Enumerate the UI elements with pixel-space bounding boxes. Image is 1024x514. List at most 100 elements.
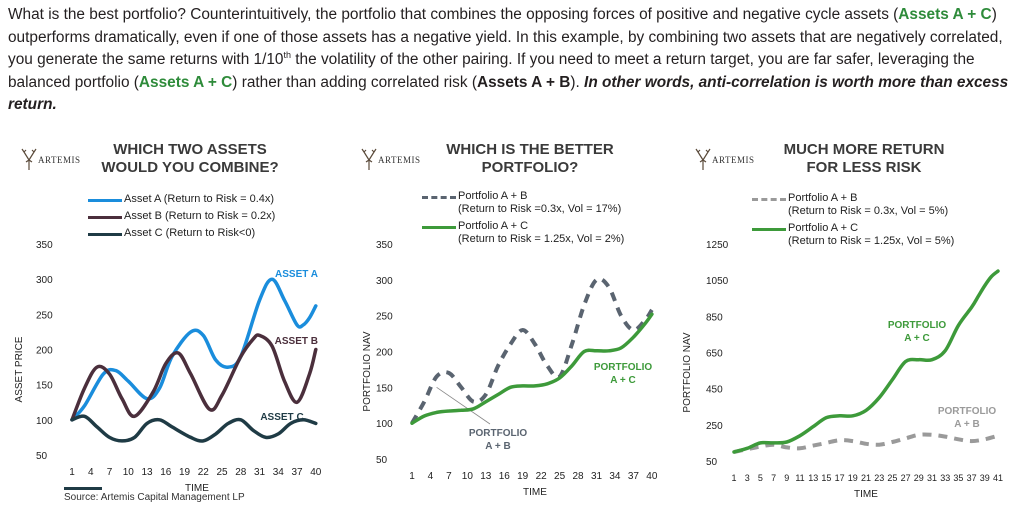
x-tick-label: 13	[141, 467, 153, 478]
chart-plot-2: 50 100 150 200 250 300 350 1 4 7 10 13 16 19 22 25 28 31 3…	[362, 240, 658, 498]
y-tick-label: 250	[36, 310, 53, 321]
x-tick-label: 25	[554, 471, 566, 482]
series-label: A + B	[485, 441, 510, 452]
chart-legend-1: Asset A (Return to Risk = 0.4x) Asset B …	[88, 193, 275, 244]
y-tick-label: 1050	[706, 276, 729, 287]
intro-italic: In other words, anti-correlation is wort…	[8, 73, 1009, 114]
x-axis-label: TIME	[523, 487, 547, 498]
x-tick-label: 7	[771, 473, 776, 483]
chart-plot-1: 50 100 150 200 250 300 350 1 4 7 10 13 16 19 22 25 28 31 3…	[14, 240, 322, 494]
y-axis-label: ASSET PRICE	[14, 336, 25, 402]
label-pointer	[436, 387, 491, 425]
legend-swatch	[88, 233, 122, 236]
chart-legend-3: Portfolio A + B (Return to Risk = 0.3x, V…	[752, 192, 954, 252]
legend-label: Portfolio A + B	[458, 190, 528, 202]
chart-title-1-line-2: WOULD YOU COMBINE?	[101, 159, 279, 176]
x-tick-label: 16	[160, 467, 172, 478]
intro-text-2: ) outperforms dramatically, even if one …	[8, 6, 1003, 68]
legend-label: Asset B (Return to Risk = 0.2x)	[124, 210, 276, 222]
legend-sub: (Return to Risk =0.3x, Vol = 17%)	[458, 203, 622, 215]
x-tick-label: 4	[428, 471, 434, 482]
intro-bold-3: Assets A + C	[138, 73, 233, 91]
x-tick-label: 13	[808, 473, 818, 483]
chart-panel-1: ARTEMIS WHICH TWO ASSETS WOULD YOU COMBI…	[0, 136, 340, 514]
artemis-logo: ARTEMIS	[694, 148, 754, 172]
y-axis-label: PORTFOLIO NAV	[682, 332, 693, 413]
intro-sup: th	[283, 49, 291, 60]
legend-label: Portfolio A + C	[458, 220, 529, 232]
y-axis-label: PORTFOLIO NAV	[362, 331, 373, 412]
x-tick-label: 37	[628, 471, 640, 482]
legend-item-portfolio-ac: Portfolio A + C (Return to Risk = 1.25x, …	[752, 222, 954, 248]
x-tick-label: 28	[572, 471, 584, 482]
x-tick-label: 31	[591, 471, 603, 482]
y-tick-label: 50	[376, 455, 388, 466]
x-tick-label: 3	[745, 473, 750, 483]
intro-bold-1: Assets A + C	[898, 6, 992, 23]
x-tick-label: 1	[69, 467, 75, 478]
x-tick-label: 27	[901, 473, 911, 483]
legend-item-asset-c: Asset C (Return to Risk<0)	[88, 227, 275, 240]
x-tick-label: 10	[123, 467, 135, 478]
artemis-logo: ARTEMIS	[20, 148, 80, 172]
x-tick-label: 16	[499, 471, 511, 482]
logo-text: ARTEMIS	[712, 155, 755, 165]
chart-title-1-line-1: WHICH TWO ASSETS	[113, 141, 267, 158]
source-rule	[64, 487, 102, 490]
legend-label: Portfolio A + C	[788, 222, 859, 234]
x-tick-label: 15	[821, 473, 831, 483]
legend-label: Asset A (Return to Risk = 0.4x)	[124, 193, 275, 205]
x-tick-label: 40	[646, 471, 658, 482]
x-tick-label: 22	[198, 467, 210, 478]
series-label: A + B	[954, 419, 979, 430]
legend-swatch	[88, 216, 122, 219]
x-tick-label: 10	[462, 471, 474, 482]
x-tick-label: 35	[953, 473, 963, 483]
logo-text: ARTEMIS	[38, 155, 81, 165]
x-tick-label: 31	[927, 473, 937, 483]
x-tick-label: 41	[993, 473, 1003, 483]
chart-title-2: WHICH IS THE BETTER PORTFOLIO?	[410, 141, 650, 177]
y-tick-label: 850	[706, 312, 723, 323]
stag-icon	[21, 148, 37, 170]
series-line	[410, 312, 654, 425]
x-tick-label: 25	[887, 473, 897, 483]
chart-title-2-line-1: WHICH IS THE BETTER	[446, 141, 614, 158]
x-tick-label: 39	[980, 473, 990, 483]
legend-item-portfolio-ab: Portfolio A + B (Return to Risk = 0.3x, V…	[752, 192, 954, 218]
legend-swatch	[88, 199, 122, 202]
x-tick-label: 7	[107, 467, 113, 478]
legend-item-portfolio-ac: Portfolio A + C (Return to Risk = 1.25x, …	[422, 220, 624, 246]
x-tick-label: 17	[835, 473, 845, 483]
series-line	[70, 333, 318, 422]
chart-legend-2: Portfolio A + B (Return to Risk =0.3x, Vo…	[422, 190, 624, 250]
x-tick-label: 23	[874, 473, 884, 483]
intro-bold-4: Assets A + B	[476, 73, 571, 91]
intro-text-5: ).	[570, 73, 585, 91]
y-tick-label: 50	[706, 457, 718, 468]
x-tick-label: 11	[795, 473, 804, 483]
x-tick-label: 28	[235, 467, 247, 478]
intro-paragraph: What is the best portfolio? Counterintui…	[8, 4, 1014, 117]
y-tick-label: 300	[36, 275, 53, 286]
x-tick-label: 1	[409, 471, 415, 482]
x-tick-label: 29	[914, 473, 924, 483]
legend-swatch	[422, 196, 456, 199]
x-tick-label: 25	[216, 467, 228, 478]
legend-swatch	[752, 198, 786, 201]
series-label: A + C	[904, 333, 929, 344]
y-tick-label: 100	[376, 419, 393, 430]
source-note: Source: Artemis Capital Management LP	[64, 492, 245, 503]
x-tick-label: 19	[517, 471, 529, 482]
y-tick-label: 650	[706, 349, 723, 360]
y-tick-label: 150	[376, 383, 393, 394]
series-line	[733, 432, 999, 454]
x-tick-label: 13	[480, 471, 492, 482]
y-tick-label: 200	[36, 346, 53, 357]
chart-title-1: WHICH TWO ASSETS WOULD YOU COMBINE?	[60, 141, 320, 177]
y-tick-label: 200	[376, 348, 393, 359]
logo-text: ARTEMIS	[378, 155, 421, 165]
y-tick-label: 350	[36, 240, 53, 251]
series-label: ASSET A	[275, 269, 318, 280]
